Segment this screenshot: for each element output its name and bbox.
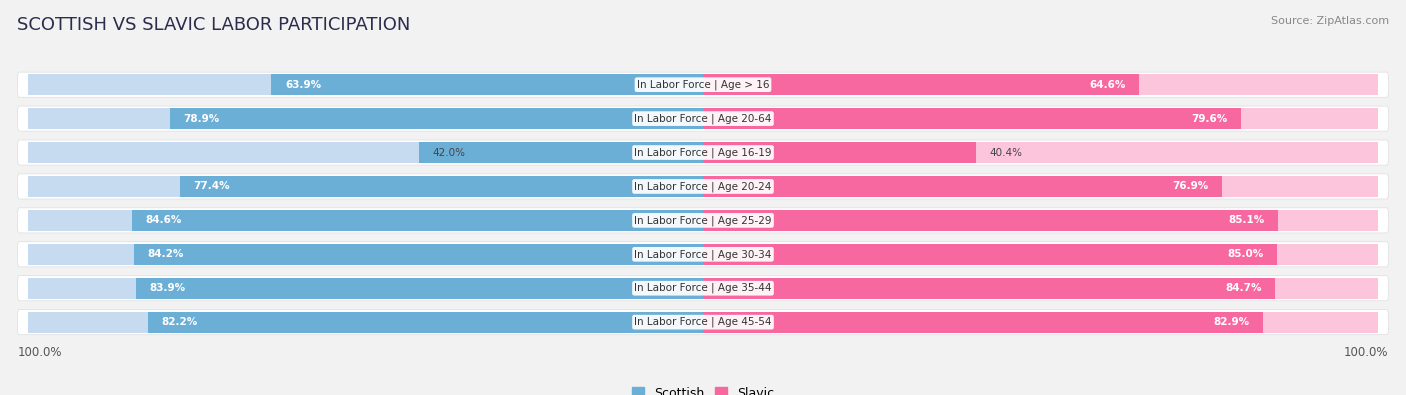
Text: In Labor Force | Age 20-24: In Labor Force | Age 20-24 [634,181,772,192]
Text: 63.9%: 63.9% [285,80,321,90]
Bar [28,74,703,95]
Bar [703,312,1378,333]
FancyBboxPatch shape [17,72,1389,97]
Bar [136,278,703,299]
Text: 64.6%: 64.6% [1090,80,1126,90]
FancyBboxPatch shape [17,140,1389,165]
Text: In Labor Force | Age 25-29: In Labor Force | Age 25-29 [634,215,772,226]
Bar [419,142,703,163]
Bar [703,74,1139,95]
Bar [28,210,703,231]
Bar [28,142,703,163]
FancyBboxPatch shape [17,174,1389,199]
Text: In Labor Force | Age 30-34: In Labor Force | Age 30-34 [634,249,772,260]
Bar [170,108,703,129]
Bar [180,176,703,197]
Bar [28,312,703,333]
Bar [148,312,703,333]
Text: 78.9%: 78.9% [184,114,219,124]
Legend: Scottish, Slavic: Scottish, Slavic [627,382,779,395]
Text: 77.4%: 77.4% [194,181,231,192]
Bar [703,142,1378,163]
Bar [28,108,703,129]
Bar [703,278,1275,299]
Text: 82.2%: 82.2% [162,317,198,327]
Bar [271,74,703,95]
Bar [703,108,1378,129]
Text: SCOTTISH VS SLAVIC LABOR PARTICIPATION: SCOTTISH VS SLAVIC LABOR PARTICIPATION [17,16,411,34]
Bar [703,244,1378,265]
Bar [28,278,703,299]
Text: 42.0%: 42.0% [433,148,465,158]
FancyBboxPatch shape [17,310,1389,335]
Text: 79.6%: 79.6% [1191,114,1227,124]
Text: 84.2%: 84.2% [148,249,184,259]
Bar [703,210,1378,231]
Text: In Labor Force | Age 45-54: In Labor Force | Age 45-54 [634,317,772,327]
FancyBboxPatch shape [17,242,1389,267]
Text: In Labor Force | Age 20-64: In Labor Force | Age 20-64 [634,113,772,124]
Bar [703,278,1378,299]
Bar [703,142,976,163]
Text: In Labor Force | Age 35-44: In Labor Force | Age 35-44 [634,283,772,293]
Text: In Labor Force | Age > 16: In Labor Force | Age > 16 [637,79,769,90]
Text: 100.0%: 100.0% [1344,346,1389,359]
Text: 100.0%: 100.0% [17,346,62,359]
FancyBboxPatch shape [17,106,1389,131]
Bar [703,244,1277,265]
Text: In Labor Force | Age 16-19: In Labor Force | Age 16-19 [634,147,772,158]
Bar [703,176,1378,197]
Text: 84.6%: 84.6% [145,215,181,226]
Text: 76.9%: 76.9% [1173,181,1209,192]
Bar [28,176,703,197]
Bar [703,74,1378,95]
Bar [135,244,703,265]
Text: 83.9%: 83.9% [150,283,186,293]
Text: 40.4%: 40.4% [990,148,1022,158]
FancyBboxPatch shape [17,276,1389,301]
Bar [28,244,703,265]
Bar [703,312,1263,333]
FancyBboxPatch shape [17,208,1389,233]
Bar [703,210,1278,231]
Bar [132,210,703,231]
Text: 85.0%: 85.0% [1227,249,1264,259]
Bar [703,108,1240,129]
Text: Source: ZipAtlas.com: Source: ZipAtlas.com [1271,16,1389,26]
Text: 85.1%: 85.1% [1227,215,1264,226]
Bar [703,176,1222,197]
Text: 82.9%: 82.9% [1213,317,1250,327]
Text: 84.7%: 84.7% [1225,283,1261,293]
